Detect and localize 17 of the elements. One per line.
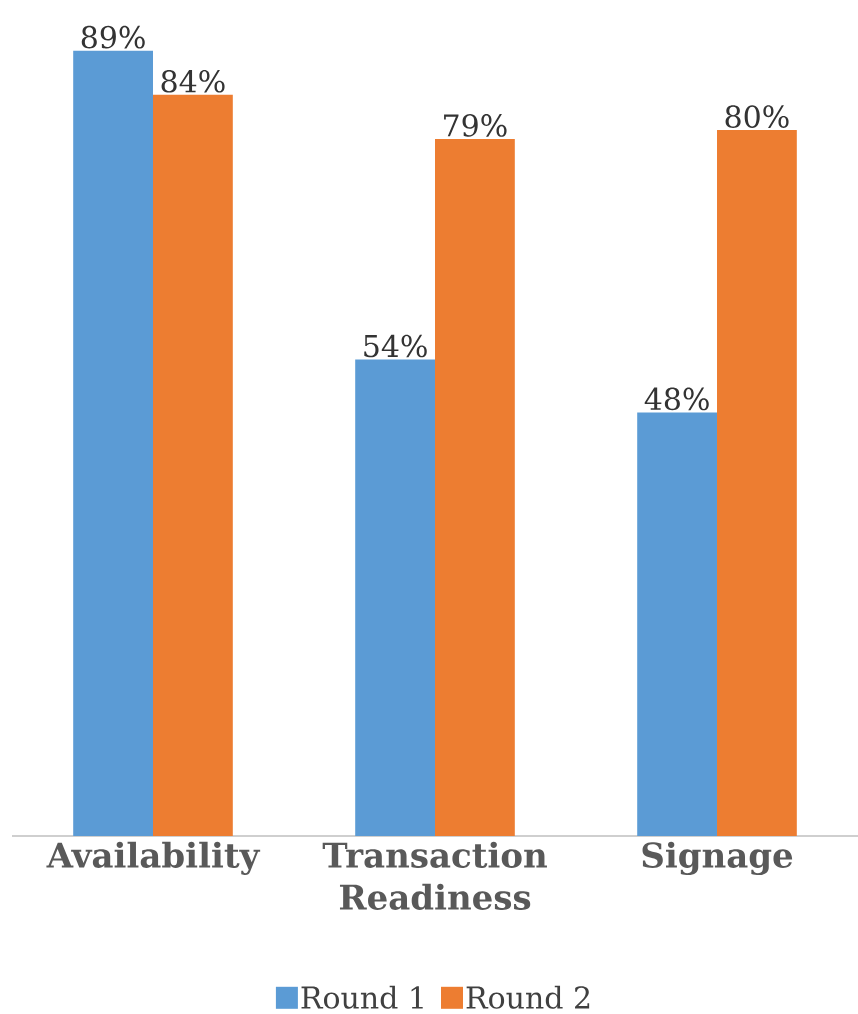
- legend-label: Round 1: [301, 985, 423, 1009]
- data-label: 79%: [444, 114, 507, 137]
- bar: [73, 50, 153, 836]
- legend-label: Round 2: [466, 985, 590, 1009]
- bar: [153, 94, 233, 836]
- data-label: 84%: [161, 69, 225, 93]
- bar: [435, 138, 515, 836]
- bar: [637, 412, 718, 836]
- x-tick-label: Availability: [46, 841, 261, 876]
- data-label: 80%: [725, 105, 789, 128]
- data-label: 89%: [81, 25, 145, 49]
- x-tick-label: Signage: [642, 841, 793, 876]
- x-tick-label: Transaction Readiness: [322, 841, 547, 910]
- data-label: 54%: [364, 334, 427, 358]
- bar: [717, 130, 797, 836]
- data-label: 48%: [644, 387, 709, 411]
- bar: [355, 359, 435, 836]
